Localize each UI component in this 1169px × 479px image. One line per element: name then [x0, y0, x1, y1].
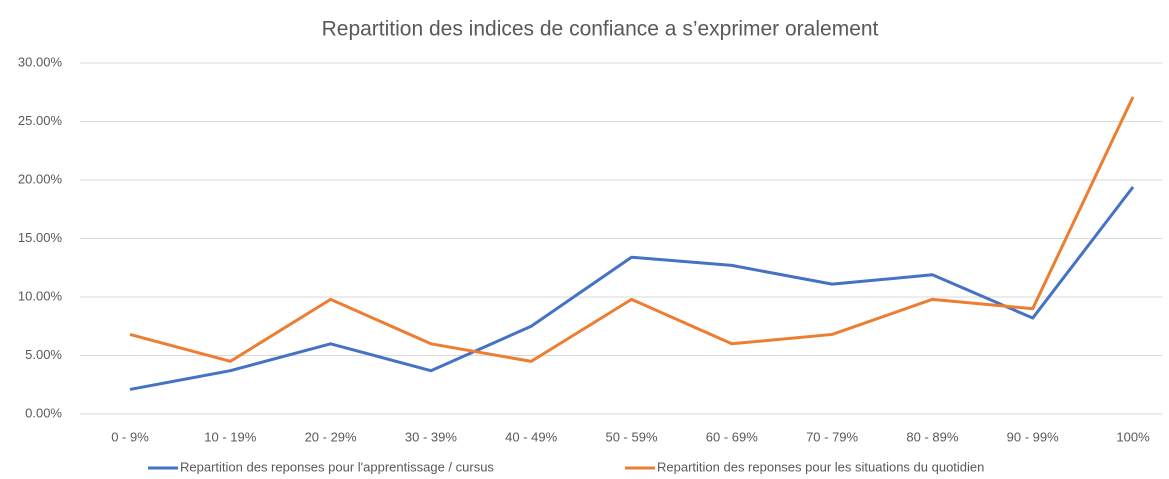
x-tick-label: 100% [1116, 429, 1150, 444]
series-line [129, 186, 1135, 391]
y-tick-label: 15.00% [18, 230, 63, 245]
y-tick-label: 20.00% [18, 171, 63, 186]
y-tick-label: 10.00% [18, 288, 63, 303]
series-line [129, 96, 1135, 363]
x-tick-label: 10 - 19% [204, 429, 256, 444]
x-tick-label: 60 - 69% [706, 429, 758, 444]
x-tick-label: 40 - 49% [505, 429, 557, 444]
x-tick-label: 70 - 79% [806, 429, 858, 444]
y-tick-label: 30.00% [18, 54, 63, 69]
y-tick-label: 0.00% [25, 405, 62, 420]
x-tick-label: 0 - 9% [111, 429, 149, 444]
x-tick-label: 50 - 59% [605, 429, 657, 444]
x-tick-label: 90 - 99% [1007, 429, 1059, 444]
x-tick-label: 20 - 29% [305, 429, 357, 444]
legend-label: Repartition des reponses pour les situat… [657, 459, 984, 474]
x-tick-label: 80 - 89% [906, 429, 958, 444]
y-tick-label: 5.00% [25, 347, 62, 362]
legend-label: Repartition des reponses pour l'apprenti… [180, 459, 494, 474]
y-tick-label: 25.00% [18, 113, 63, 128]
chart-title: Repartition des indices de confiance a s… [322, 18, 879, 41]
x-tick-label: 30 - 39% [405, 429, 457, 444]
